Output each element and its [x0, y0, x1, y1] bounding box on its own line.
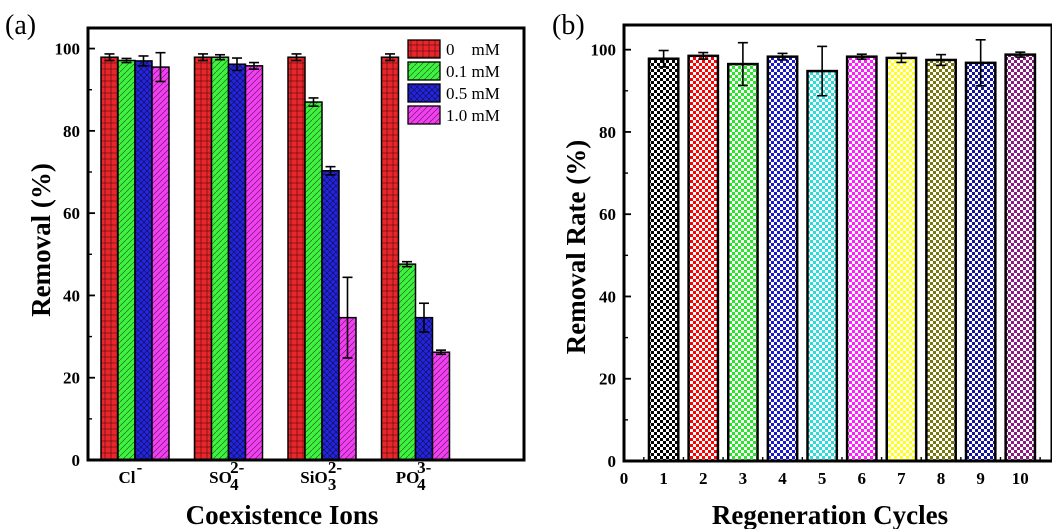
bar	[647, 57, 680, 463]
y-tick-label: 20	[599, 370, 616, 389]
x-tick-label-subscript: 4	[417, 475, 426, 494]
bar	[304, 101, 323, 461]
y-tick-label: 0	[608, 452, 617, 471]
legend-label: 0.1 mM	[446, 62, 500, 81]
x-tick-label-subscript: 3	[328, 475, 337, 494]
bar	[845, 55, 878, 463]
x-tick-label: 8	[937, 469, 946, 488]
y-tick-label: 20	[63, 369, 80, 388]
y-tick-label: 0	[72, 451, 81, 470]
panel-b: (b) Removal Rate (%) Regeneration Cycles…	[552, 10, 1052, 529]
panel-a-xlabel: Coexistence Ions	[186, 500, 379, 529]
bar	[193, 56, 213, 461]
bar	[687, 54, 720, 463]
y-tick-label: 60	[63, 204, 80, 223]
panel-a-label: (a)	[5, 10, 36, 41]
panel-b-label: (b)	[552, 10, 585, 41]
legend-swatch	[407, 83, 441, 103]
panel-b-xlabel: Regeneration Cycles	[712, 500, 948, 529]
bar	[925, 58, 957, 463]
panel-a-ylabel: Removal (%)	[26, 163, 56, 317]
legend-swatch	[407, 39, 441, 59]
panel-a: (a) Removal (%) Coexistence Ions 0 20 40 60…	[5, 10, 526, 529]
x-tick-label: 9	[976, 469, 985, 488]
x-tick-label: 5	[818, 469, 827, 488]
x-tick-label: SO	[209, 468, 232, 487]
y-tick-label: 80	[599, 123, 616, 142]
x-tick-label: 1	[659, 469, 668, 488]
legend-label: 0 mM	[446, 40, 500, 59]
x-tick-label: 2	[699, 469, 708, 488]
bar	[244, 65, 264, 461]
y-tick-label: 100	[55, 40, 81, 59]
legend-label: 0.5 mM	[446, 84, 500, 103]
bar	[227, 63, 247, 461]
panel-a-frame	[86, 26, 526, 462]
legend-swatch	[407, 61, 441, 81]
x-tick-label: 6	[858, 469, 867, 488]
bar	[210, 56, 230, 461]
bar	[117, 59, 136, 461]
bar	[134, 60, 153, 461]
bar	[397, 263, 417, 461]
panel-b-plot: 0 20 40 60 80 100 0 1 2 3 4 5 6 7 8 9 10	[591, 39, 1041, 488]
bar	[380, 56, 400, 461]
x-tick-label: Cl	[119, 468, 136, 487]
bar	[151, 66, 170, 461]
x-tick-label-subscript: 4	[230, 475, 239, 494]
legend-label: 1.0 mM	[446, 106, 500, 125]
bar	[321, 170, 340, 461]
x-tick-label: 10	[1012, 469, 1029, 488]
bar	[100, 56, 119, 461]
bar	[431, 351, 451, 461]
x-tick-label-superscript: 3-	[417, 458, 432, 477]
bar	[414, 316, 434, 461]
panel-b-ylabel: Removal Rate (%)	[561, 140, 591, 354]
x-tick-label: PO	[396, 468, 420, 487]
y-tick-label: 60	[599, 205, 616, 224]
x-tick-label: 4	[778, 469, 787, 488]
x-tick-label-superscript: 2-	[328, 458, 343, 477]
bar	[885, 56, 918, 463]
bar	[806, 69, 839, 463]
x-tick-label: SiO	[300, 468, 327, 487]
bar	[766, 55, 799, 463]
bar	[287, 56, 306, 461]
bar	[1004, 53, 1037, 463]
x-tick-label: 0	[620, 469, 629, 488]
bar	[726, 62, 759, 463]
x-tick-label-superscript: -	[137, 458, 143, 477]
legend-swatch	[407, 105, 441, 125]
y-tick-label: 40	[63, 286, 80, 305]
x-tick-label-superscript: 2-	[230, 458, 245, 477]
y-tick-label: 40	[599, 287, 616, 306]
x-tick-label: 3	[739, 469, 748, 488]
y-tick-label: 80	[63, 122, 80, 141]
y-tick-label: 100	[591, 41, 617, 60]
panel-b-frame	[622, 23, 1052, 463]
x-tick-label: 7	[897, 469, 906, 488]
bar	[964, 61, 997, 463]
